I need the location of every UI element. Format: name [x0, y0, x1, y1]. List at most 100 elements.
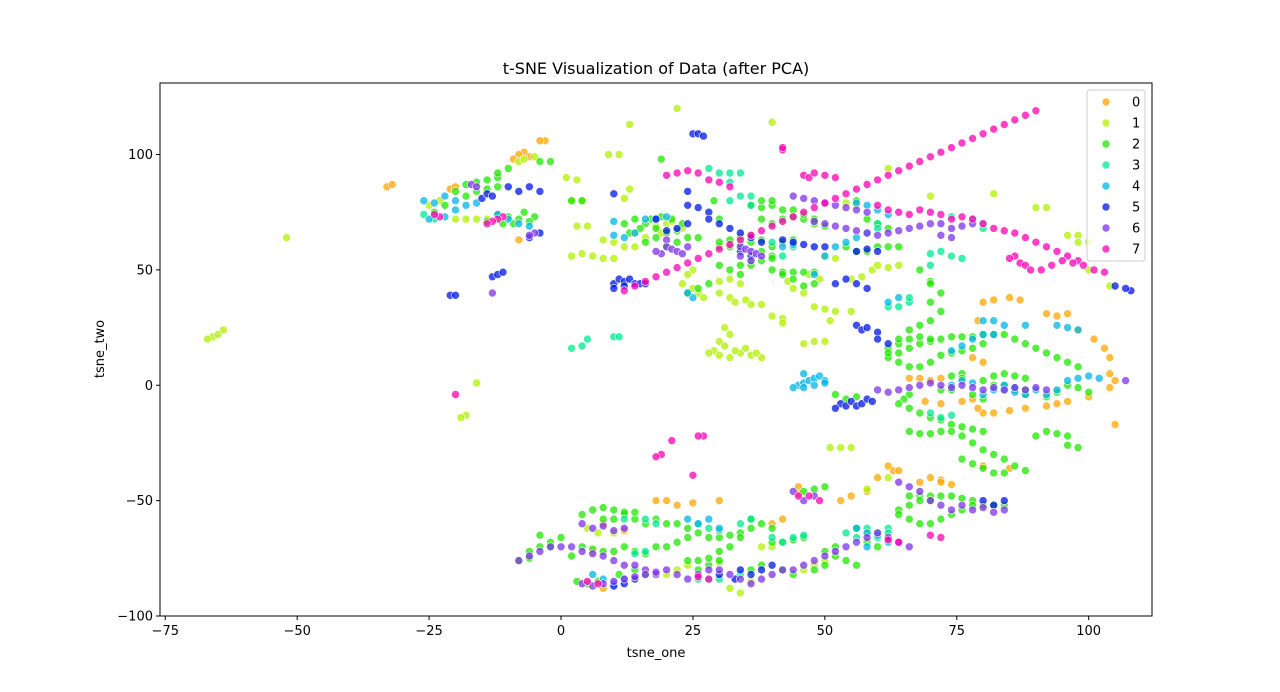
data-point	[883, 348, 893, 358]
data-point	[873, 175, 882, 185]
data-point	[936, 307, 946, 316]
data-point	[936, 147, 946, 157]
data-point	[493, 168, 503, 178]
data-point	[915, 332, 925, 342]
data-point	[809, 242, 819, 252]
y-tick-label: −100	[117, 610, 153, 625]
data-point	[831, 307, 840, 316]
data-point	[693, 556, 703, 565]
data-point	[598, 521, 608, 531]
data-point	[651, 452, 661, 462]
data-point	[683, 187, 693, 196]
data-point	[609, 556, 619, 565]
data-point	[619, 286, 629, 296]
data-point	[846, 307, 856, 316]
data-point	[883, 339, 893, 349]
data-point	[852, 560, 861, 570]
data-point	[1084, 387, 1093, 397]
data-point	[714, 219, 724, 228]
data-point	[989, 507, 999, 517]
series-1	[203, 104, 1115, 598]
data-point	[1005, 406, 1014, 415]
data-point	[1105, 353, 1115, 362]
data-point	[999, 468, 1009, 478]
data-point	[741, 343, 751, 353]
data-point	[1063, 376, 1072, 385]
data-point	[947, 371, 956, 381]
data-point	[968, 343, 977, 353]
data-point	[1042, 348, 1051, 358]
data-point	[672, 263, 682, 272]
data-point	[968, 134, 977, 143]
data-point	[915, 380, 925, 390]
data-point	[683, 533, 693, 542]
data-point	[957, 138, 967, 148]
data-point	[820, 219, 830, 228]
data-point	[598, 551, 608, 561]
data-point	[820, 560, 830, 570]
data-point	[894, 166, 904, 175]
x-axis-label: tsne_one	[627, 646, 686, 661]
data-point	[672, 500, 682, 510]
data-point	[989, 189, 999, 199]
data-point	[693, 572, 703, 582]
data-point	[968, 334, 977, 344]
data-point	[920, 397, 930, 406]
data-point	[947, 410, 956, 420]
legend-marker	[1101, 223, 1111, 233]
data-point	[203, 334, 212, 344]
data-point	[604, 150, 613, 159]
data-point	[651, 519, 661, 529]
data-point	[989, 408, 999, 418]
data-point	[630, 214, 640, 224]
data-point	[1042, 309, 1051, 319]
data-point	[725, 330, 735, 339]
data-point	[619, 242, 629, 252]
legend-label: 2	[1132, 138, 1140, 153]
data-point	[704, 164, 714, 173]
data-point	[651, 233, 661, 242]
data-point	[862, 228, 872, 238]
y-axis-label: tsne_two	[93, 320, 108, 378]
data-point	[519, 154, 529, 164]
data-point	[488, 191, 497, 201]
data-point	[704, 514, 714, 524]
data-point	[936, 427, 946, 436]
data-point	[915, 362, 925, 372]
data-point	[572, 175, 582, 185]
data-point	[820, 251, 830, 261]
plot-frame	[159, 82, 1153, 617]
data-point	[535, 157, 545, 166]
data-point	[693, 519, 703, 529]
data-point	[672, 104, 682, 113]
data-point	[609, 547, 619, 556]
data-point	[662, 519, 671, 529]
data-point	[577, 196, 587, 205]
data-point	[947, 233, 956, 242]
legend-label: 1	[1132, 117, 1140, 132]
data-point	[514, 556, 524, 565]
data-point	[1100, 343, 1109, 353]
data-point	[619, 219, 629, 228]
data-point	[1031, 383, 1041, 392]
data-point	[968, 505, 977, 515]
x-tick-label: 75	[948, 624, 965, 639]
data-point	[725, 274, 735, 284]
data-point	[831, 390, 840, 399]
data-point	[588, 570, 598, 579]
data-point	[619, 523, 629, 533]
data-point	[1026, 265, 1035, 275]
data-point	[841, 528, 851, 538]
data-point	[219, 325, 228, 335]
data-point	[989, 124, 999, 134]
data-point	[1021, 111, 1030, 120]
data-point	[936, 210, 946, 219]
legend-label: 5	[1132, 201, 1140, 216]
data-point	[1010, 461, 1020, 471]
data-point	[1010, 334, 1020, 344]
data-point	[767, 265, 777, 275]
data-point	[757, 542, 766, 552]
data-point	[947, 480, 956, 489]
data-point	[1063, 397, 1072, 406]
data-point	[746, 300, 756, 309]
